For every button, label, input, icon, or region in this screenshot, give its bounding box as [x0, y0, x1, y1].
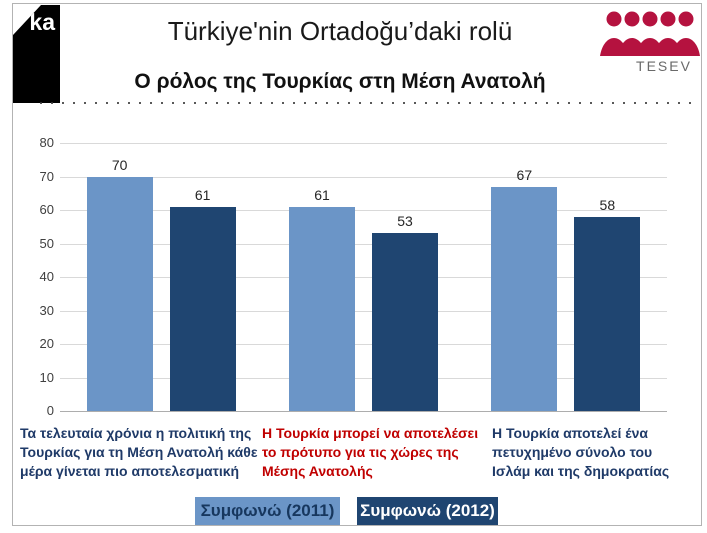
bar-value-label: 67 — [516, 166, 533, 183]
bar-value-label: 70 — [111, 156, 128, 173]
y-axis-tick-label: 20 — [39, 336, 54, 351]
page-title: Türkiye'nin Ortadoğu’daki rolü — [167, 16, 513, 46]
gridline — [60, 411, 667, 412]
bar-Συμφωνώ (2012)-group1 — [169, 206, 236, 411]
bar-Συμφωνώ (2012)-group2 — [372, 233, 438, 411]
bar-Συμφωνώ (2012)-group3 — [574, 216, 641, 411]
y-axis-tick-label: 0 — [46, 403, 54, 418]
bar-value-label: 61 — [314, 186, 330, 203]
bar-value-label: 58 — [599, 196, 616, 213]
tesev-brand-name: TESEV — [636, 58, 692, 74]
tesev-people-icon: TESEV — [600, 11, 700, 74]
y-axis-tick-label: 30 — [39, 302, 54, 318]
gridline — [60, 344, 667, 345]
header-divider — [40, 102, 700, 104]
gridline — [60, 143, 667, 144]
y-axis-tick-label: 80 — [39, 135, 54, 150]
bar-value-label: 61 — [194, 186, 211, 203]
gridline — [60, 243, 667, 245]
gridline — [60, 277, 667, 278]
gridline — [60, 210, 667, 211]
legend-item-2: Συμφωνώ (2012) — [357, 497, 498, 525]
y-axis-tick-label: 50 — [39, 235, 54, 251]
y-axis-tick-label: 70 — [39, 168, 54, 184]
gridline — [60, 310, 667, 312]
gridline — [60, 176, 667, 178]
tesev-logo: TESEV — [598, 8, 702, 76]
y-axis-tick-label: 40 — [39, 269, 54, 284]
legend-item-1: Συμφωνώ (2011) — [195, 497, 340, 525]
category-label-2: Η Τουρκία μπορεί να αποτελέσει το πρότυπ… — [262, 425, 479, 479]
y-axis-tick-label: 60 — [39, 202, 54, 217]
category-label-3: Η Τουρκία αποτελεί ένα πετυχημένο σύνολο… — [492, 425, 670, 479]
ka-logo: ka — [13, 5, 60, 103]
bar-Συμφωνώ (2011)-group3 — [491, 186, 558, 411]
page-subtitle: Ο ρόλος της Τουρκίας στη Μέση Ανατολή — [134, 70, 546, 93]
y-axis-tick-label: 10 — [39, 369, 54, 385]
bar-Συμφωνώ (2011)-group2 — [289, 206, 355, 411]
slide-border — [12, 3, 702, 526]
gridline — [60, 377, 667, 379]
bar-Συμφωνώ (2011)-group1 — [86, 176, 153, 411]
bar-chart: 0 10 20 30 40 50 60 70 80 70 61 67 61 53 58 Τα τελευτα… — [0, 115, 707, 533]
category-label-1: Τα τελευταία χρόνια η πολιτική της Τουρκ… — [20, 425, 258, 479]
ka-logo-text: ka — [29, 9, 55, 35]
bar-value-label: 53 — [397, 213, 413, 230]
